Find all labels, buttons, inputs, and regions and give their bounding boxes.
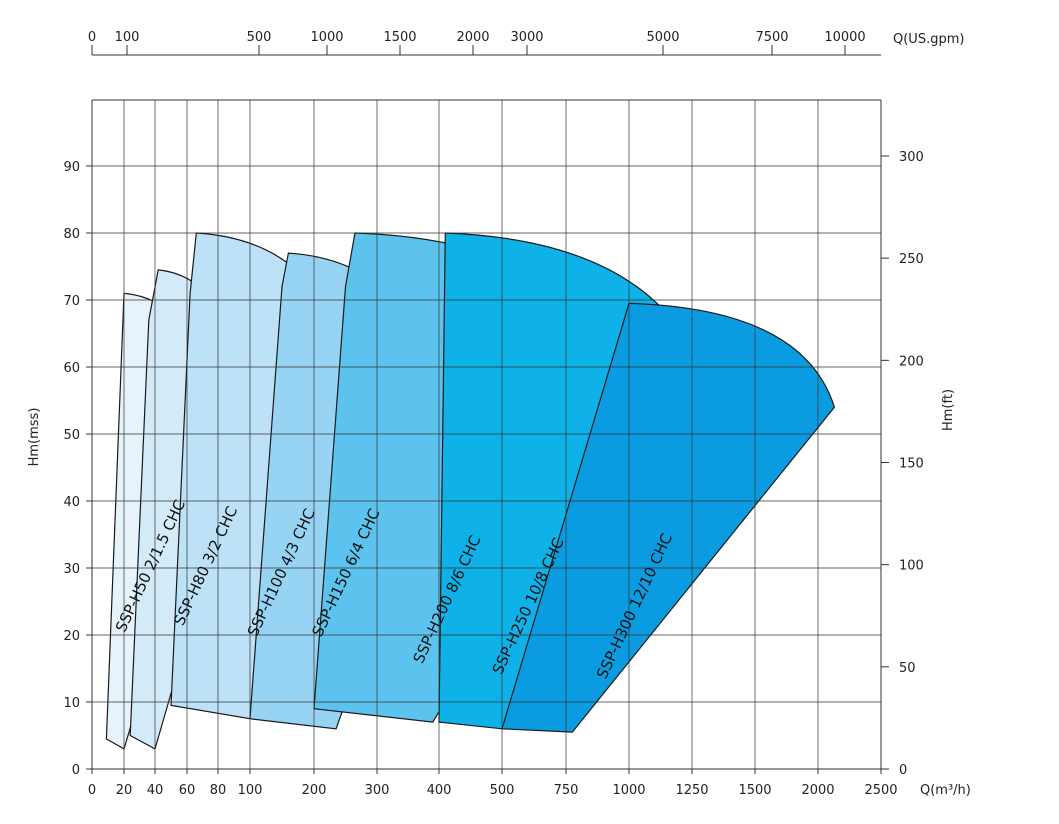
right-axis-title: Hm(ft) [941,389,956,431]
y-tick-label: 80 [63,227,80,242]
y2-tick-label: 200 [899,354,924,369]
left-axis-title: Hm(mss) [27,408,42,467]
right-axis: 0 50 100 150 200 250 300 [881,150,924,778]
x-tick-label: 1500 [738,783,771,798]
y-tick-label: 10 [63,696,80,711]
x-tick-label: 40 [147,783,164,798]
top-tick-label: 0 [88,30,96,45]
y-tick-label: 90 [63,160,80,175]
bottom-axis-title: Q(m³/h) [920,783,971,798]
x-tick-label: 750 [554,783,579,798]
top-tick-label: 7500 [755,30,788,45]
top-tick-label: 1000 [310,30,343,45]
y-tick-label: 50 [63,428,80,443]
y2-tick-label: 250 [899,252,924,267]
x-tick-label: 80 [210,783,227,798]
x-tick-label: 100 [238,783,263,798]
x-tick-label: 1250 [675,783,708,798]
y2-tick-label: 300 [899,150,924,165]
x-tick-label: 200 [302,783,327,798]
x-tick-label: 0 [88,783,96,798]
top-tick-label: 500 [247,30,272,45]
x-tick-label: 60 [179,783,196,798]
x-tick-label: 300 [365,783,390,798]
top-axis: 0 100 500 1000 1500 2000 3000 5000 7500 10000 [88,30,881,56]
top-axis-title: Q(US.gpm) [893,32,964,47]
top-tick-label: 2000 [456,30,489,45]
y-tick-label: 20 [63,629,80,644]
y-tick-label: 60 [63,361,80,376]
x-tick-label: 500 [490,783,515,798]
x-tick-label: 1000 [612,783,645,798]
zone-7 [501,302,836,733]
bottom-axis: 0 20 40 60 80 100 200 300 400 500 750 1000 1250 1500 2… [88,769,898,798]
x-tick-label: 20 [116,783,133,798]
top-tick-label: 10000 [824,30,865,45]
y2-tick-label: 100 [899,559,924,574]
x-tick-label: 2500 [864,783,897,798]
left-axis: 0 10 20 30 40 50 60 70 80 90 [63,160,92,778]
plot-frame [91,99,882,770]
pump-zones [105,232,836,750]
y-tick-label: 0 [72,763,80,778]
x-tick-label: 400 [427,783,452,798]
y-tick-label: 70 [63,294,80,309]
top-tick-label: 3000 [510,30,543,45]
top-tick-label: 100 [115,30,140,45]
top-tick-label: 1500 [383,30,416,45]
y-tick-label: 40 [63,495,80,510]
x-tick-label: 2000 [801,783,834,798]
y-tick-label: 30 [63,562,80,577]
y2-tick-label: 150 [899,457,924,472]
y2-tick-label: 50 [899,661,916,676]
y2-tick-label: 0 [899,763,907,778]
top-tick-label: 5000 [646,30,679,45]
